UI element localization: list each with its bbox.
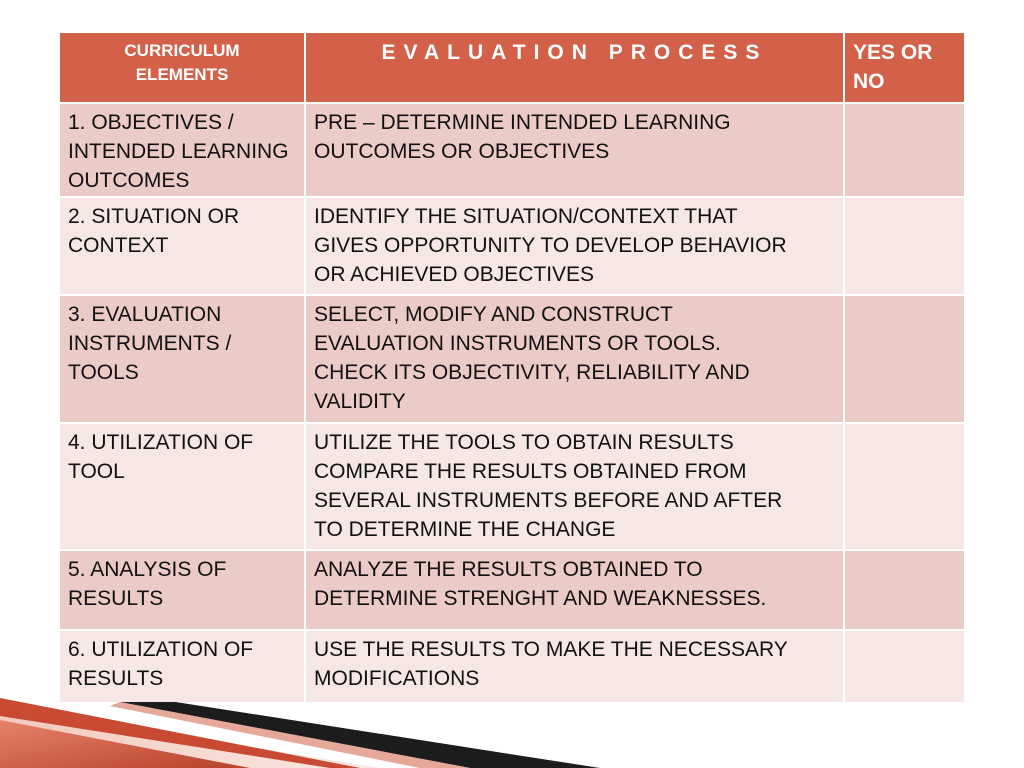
- row-6-element: 6. UTILIZATION OF RESULTS: [60, 631, 306, 702]
- evaluation-table: CURRICULUM ELEMENTS EVALUATION PROCESS Y…: [60, 33, 964, 702]
- header-evaluation-process: EVALUATION PROCESS: [306, 33, 845, 104]
- row-4-yes-no[interactable]: [845, 424, 964, 551]
- row-6-yes-no[interactable]: [845, 631, 964, 702]
- row-3-yes-no[interactable]: [845, 296, 964, 424]
- row-1-process: PRE – DETERMINE INTENDED LEARNING OUTCOM…: [306, 104, 845, 198]
- row-3-element: 3. EVALUATION INSTRUMENTS / TOOLS: [60, 296, 306, 424]
- row-4-process: UTILIZE THE TOOLS TO OBTAIN RESULTS COMP…: [306, 424, 845, 551]
- row-2-yes-no[interactable]: [845, 198, 964, 296]
- row-6-process: USE THE RESULTS TO MAKE THE NECESSARY MO…: [306, 631, 845, 702]
- row-2-element: 2. SITUATION OR CONTEXT: [60, 198, 306, 296]
- row-4-element: 4. UTILIZATION OF TOOL: [60, 424, 306, 551]
- header-yes-or-no: YES OR NO: [845, 33, 964, 104]
- corner-decoration: [0, 698, 600, 768]
- row-1-yes-no[interactable]: [845, 104, 964, 198]
- header-curriculum-elements: CURRICULUM ELEMENTS: [60, 33, 306, 104]
- row-3-process: SELECT, MODIFY AND CONSTRUCT EVALUATION …: [306, 296, 845, 424]
- row-5-element: 5. ANALYSIS OF RESULTS: [60, 551, 306, 631]
- row-5-yes-no[interactable]: [845, 551, 964, 631]
- row-1-element: 1. OBJECTIVES / INTENDED LEARNING OUTCOM…: [60, 104, 306, 198]
- row-5-process: ANALYZE THE RESULTS OBTAINED TO DETERMIN…: [306, 551, 845, 631]
- row-2-process: IDENTIFY THE SITUATION/CONTEXT THAT GIVE…: [306, 198, 845, 296]
